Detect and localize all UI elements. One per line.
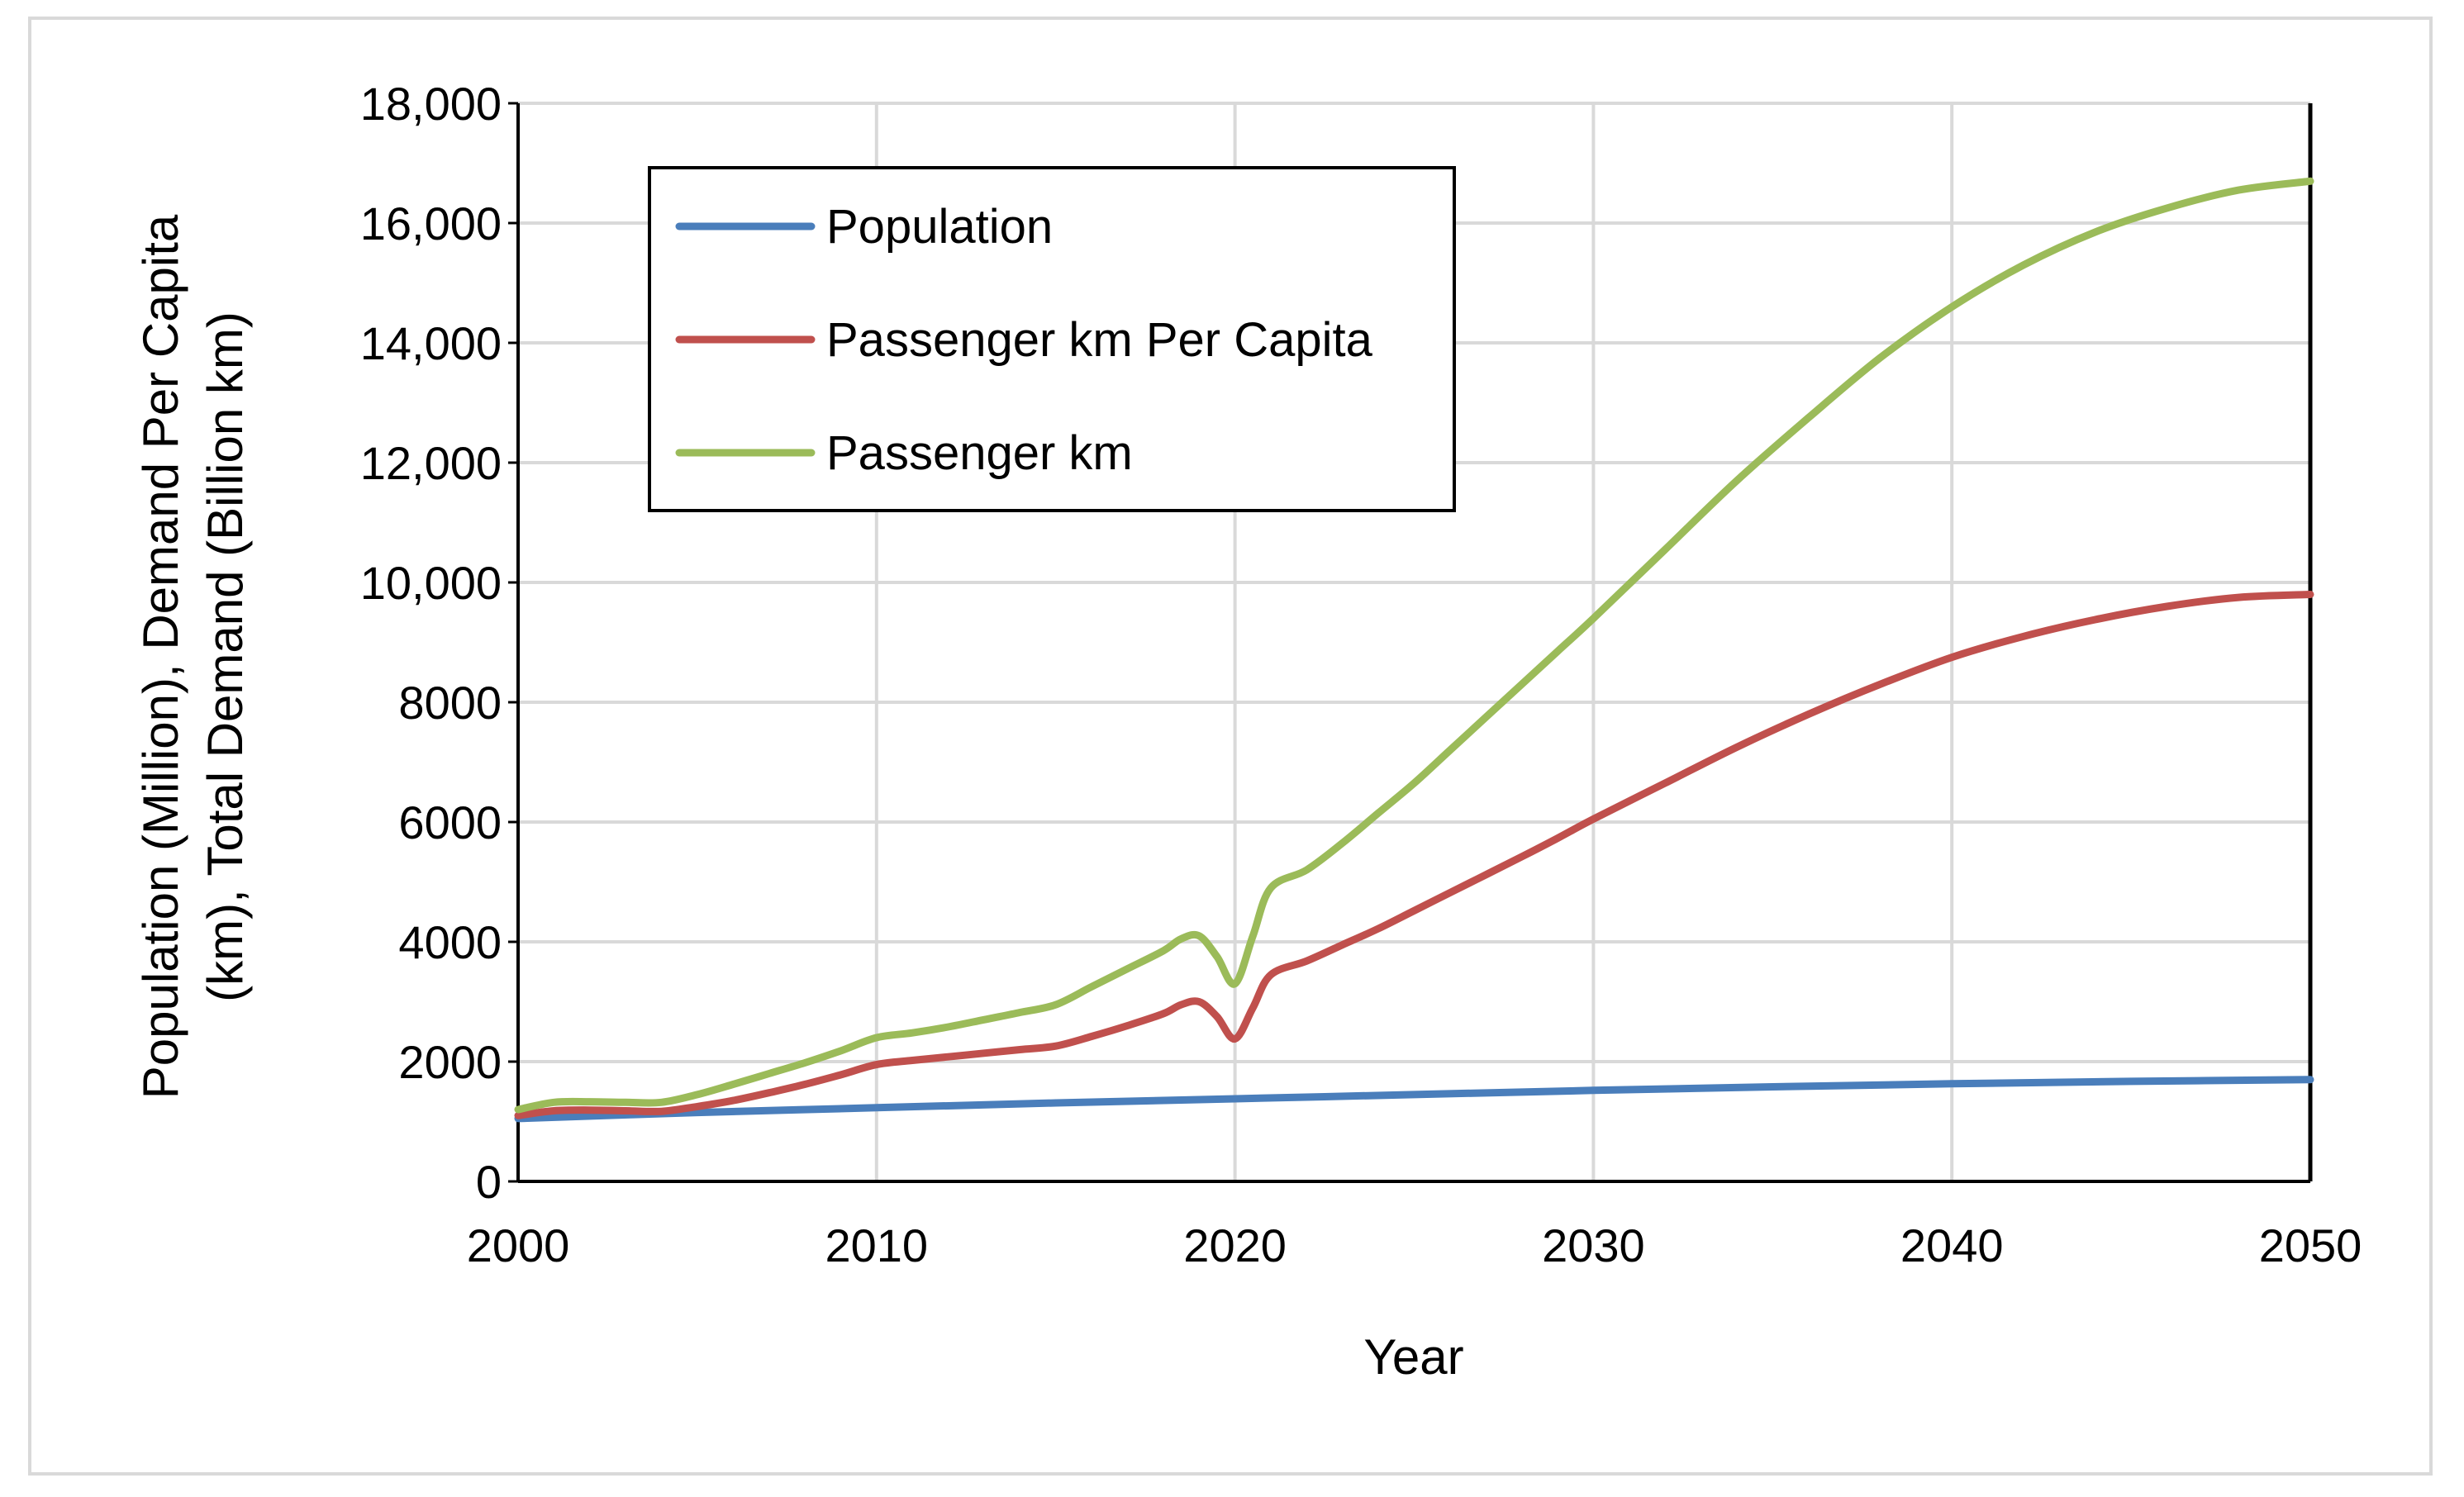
series-lines — [514, 177, 2314, 1123]
x-tick-label: 2040 — [1900, 1219, 2004, 1271]
tick-labels: 0 2000 4000 6000 8000 10,000 12,000 14,000 16,00… — [360, 78, 2362, 1271]
y-tick-label: 18,000 — [360, 78, 502, 130]
legend: Population Passenger km Per Capita Passe… — [648, 166, 1456, 512]
legend-label-per-capita: Passenger km Per Capita — [826, 313, 1373, 367]
y-tick-label: 16,000 — [360, 197, 502, 249]
series-line-passenger-km-per-capita — [514, 591, 2314, 1119]
legend-label-passenger-km: Passenger km — [826, 426, 1133, 480]
axes — [508, 102, 2313, 1183]
y-tick-label: 6000 — [398, 796, 502, 848]
y-tick-label: 10,000 — [360, 557, 502, 609]
y-axis-title-line-1: Population (Million), Demand Per Capita — [133, 214, 188, 1099]
series-line-passenger-km — [514, 177, 2314, 1114]
x-tick-label: 2020 — [1183, 1219, 1287, 1271]
y-tick-label: 4000 — [398, 916, 502, 968]
y-tick-label: 14,000 — [360, 317, 502, 369]
x-axis-title: Year — [1363, 1329, 1463, 1385]
y-tick-label: 0 — [476, 1156, 502, 1208]
series-line-population — [514, 1076, 2314, 1123]
y-axis-title: Population (Million), Demand Per Capita … — [133, 214, 253, 1099]
x-tick-label: 2050 — [2259, 1219, 2362, 1271]
legend-label-population: Population — [826, 200, 1053, 254]
y-axis-title-line-2: (km), Total Demand (Billion km) — [197, 311, 253, 1002]
y-tick-label: 2000 — [398, 1036, 502, 1088]
y-tick-label: 8000 — [398, 677, 502, 729]
x-tick-label: 2030 — [1542, 1219, 1645, 1271]
y-tick-label: 12,000 — [360, 437, 502, 489]
x-tick-label: 2000 — [467, 1219, 570, 1271]
x-tick-label: 2010 — [825, 1219, 929, 1271]
